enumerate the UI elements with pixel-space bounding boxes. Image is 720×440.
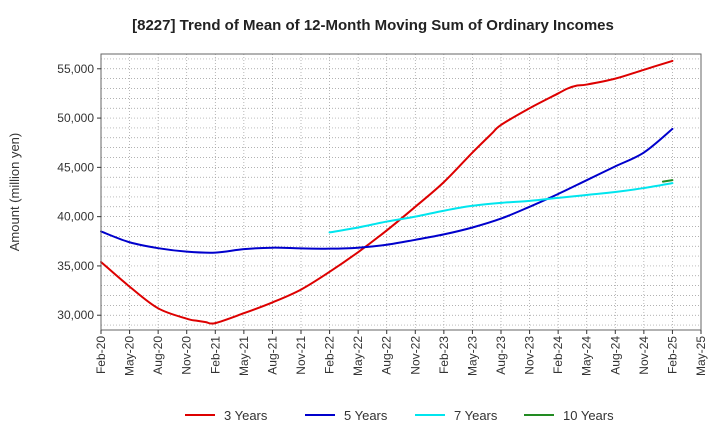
x-tick-label: Nov-24 xyxy=(637,336,651,375)
legend-label-7-years: 7 Years xyxy=(454,408,498,423)
x-tick-label: May-20 xyxy=(123,336,137,376)
x-tick-label: May-25 xyxy=(694,336,708,376)
x-tick-label: Aug-24 xyxy=(608,336,622,375)
x-tick-label: May-24 xyxy=(580,336,594,376)
y-tick-label: 50,000 xyxy=(57,111,94,125)
x-tick-label: Feb-25 xyxy=(665,336,679,374)
y-tick-label: 40,000 xyxy=(57,210,94,224)
x-tick-label: Feb-23 xyxy=(437,336,451,374)
y-axis-ticks: 30,000 35,000 40,000 45,000 50,000 55,000 xyxy=(57,62,101,322)
x-tick-label: May-21 xyxy=(237,336,251,376)
y-tick-label: 30,000 xyxy=(57,308,94,322)
x-tick-label: Feb-21 xyxy=(208,336,222,374)
legend-label-3-years: 3 Years xyxy=(224,408,268,423)
x-tick-label: Feb-22 xyxy=(323,336,337,374)
chart-title: [8227] Trend of Mean of 12-Month Moving … xyxy=(132,17,614,34)
x-tick-label: Aug-23 xyxy=(494,336,508,375)
grid xyxy=(100,54,702,330)
x-tick-label: May-23 xyxy=(465,336,479,376)
y-tick-label: 45,000 xyxy=(57,160,94,174)
x-tick-label: Nov-22 xyxy=(408,336,422,375)
series-line-10-years xyxy=(661,179,674,183)
x-tick-label: Nov-20 xyxy=(180,336,194,375)
x-tick-label: Feb-20 xyxy=(94,336,108,374)
x-tick-label: Feb-24 xyxy=(551,336,565,374)
y-axis-label: Amount (million yen) xyxy=(7,133,22,252)
x-tick-label: Aug-20 xyxy=(151,336,165,375)
x-tick-label: Aug-22 xyxy=(380,336,394,375)
x-tick-label: Nov-21 xyxy=(294,336,308,375)
x-axis-ticks: Feb-20 May-20 Aug-20 Nov-20 Feb-21 May-21 Aug-… xyxy=(94,330,708,376)
y-tick-label: 35,000 xyxy=(57,259,94,273)
legend-label-5-years: 5 Years xyxy=(344,408,388,423)
series-line-7-years xyxy=(328,182,674,234)
x-tick-label: Aug-21 xyxy=(265,336,279,375)
y-tick-label: 55,000 xyxy=(57,62,94,76)
series-line-5-years xyxy=(100,127,674,254)
legend-label-10-years: 10 Years xyxy=(563,408,614,423)
x-tick-label: Nov-23 xyxy=(523,336,537,375)
series-group xyxy=(100,59,674,325)
plot-frame xyxy=(100,53,702,331)
legend: 3 Years 5 Years 7 Years 10 Years xyxy=(185,408,614,423)
x-tick-label: May-22 xyxy=(351,336,365,376)
